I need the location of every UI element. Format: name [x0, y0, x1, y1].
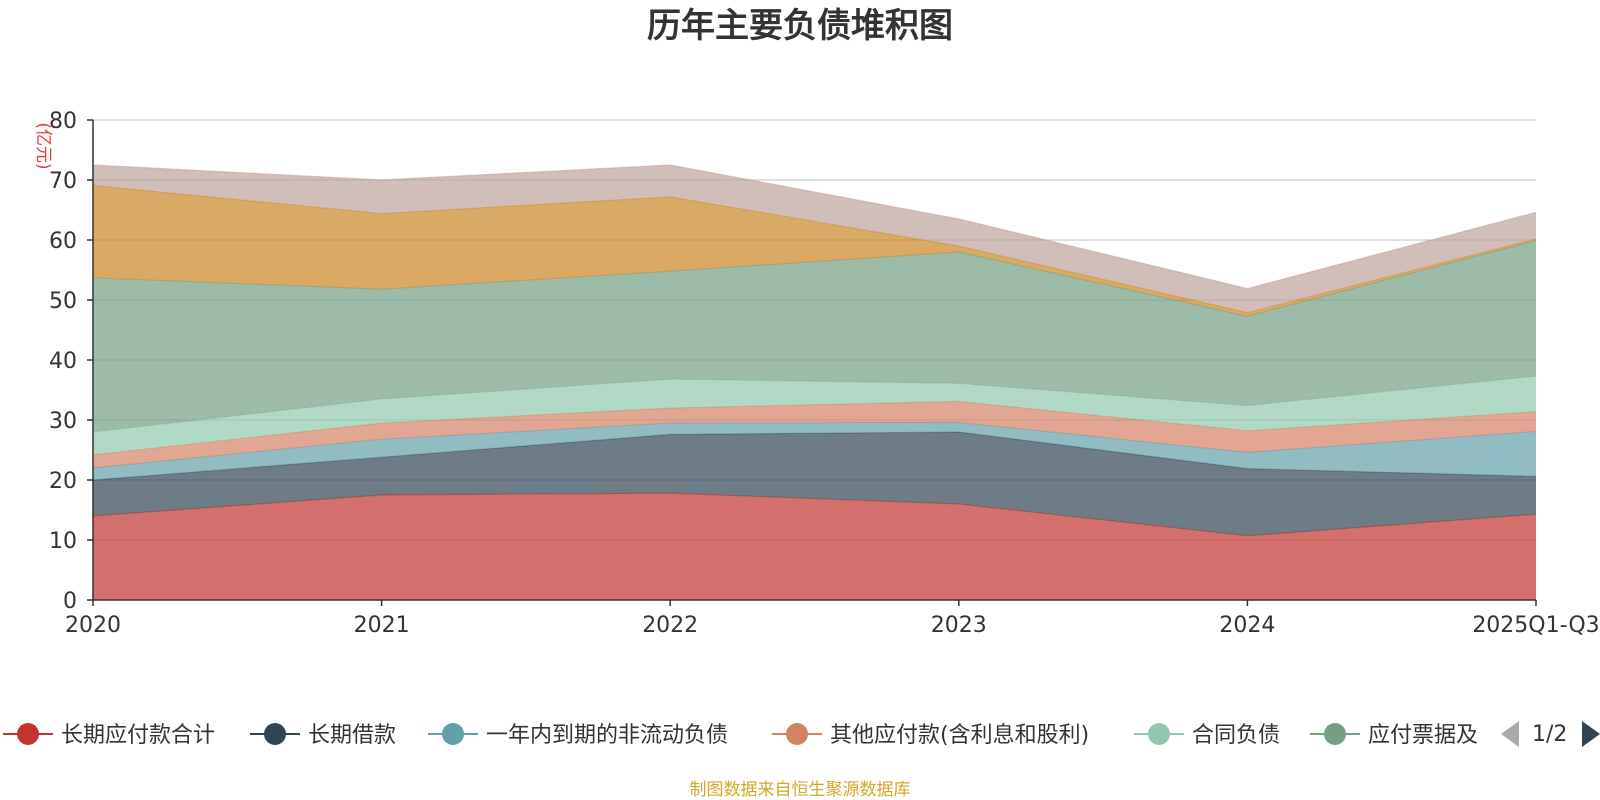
legend-label: 合同负债	[1192, 723, 1280, 748]
y-tick-label-0: 0	[63, 589, 77, 614]
legend-page-indicator: 1/2	[1532, 722, 1567, 747]
area-series-7[interactable]	[93, 165, 1536, 313]
x-tick-label-4: 2024	[1219, 613, 1275, 638]
area-series-2[interactable]	[93, 422, 1536, 480]
legend-marker-icon	[1324, 723, 1346, 745]
legend-item-4[interactable]: 合同负债	[1134, 723, 1280, 748]
y-tick-label-40: 40	[49, 349, 77, 374]
legend-item-5[interactable]: 应付票据及	[1310, 723, 1478, 748]
area-series-3[interactable]	[93, 401, 1536, 468]
x-tick-label-2: 2022	[642, 613, 698, 638]
area-series-5[interactable]	[93, 240, 1536, 432]
area-series-6[interactable]	[93, 185, 1536, 317]
data-source-note: 制图数据来自恒生聚源数据库	[690, 780, 911, 800]
y-tick-label-50: 50	[49, 289, 77, 314]
y-axis-unit-label: (亿元)	[33, 122, 53, 169]
stacked-areas	[92, 164, 1537, 600]
legend-label: 长期应付款合计	[61, 723, 215, 748]
area-series-edge-7	[92, 164, 1537, 290]
y-tick-label-70: 70	[49, 169, 77, 194]
legend-label: 应付票据及	[1368, 723, 1478, 748]
legend-marker-icon	[442, 723, 464, 745]
legend-label: 其他应付款(含利息和股利)	[830, 723, 1089, 748]
legend-prev-page-icon[interactable]	[1501, 721, 1519, 747]
y-tick-label-80: 80	[49, 109, 77, 134]
axes: 0 10 20 30 40 50 60 70 80 2020 2021 2022 2023 2024 202…	[49, 109, 1600, 638]
legend[interactable]: 长期应付款合计 长期借款 一年内到期的非流动负债 其他应付款(含利息和股利) 合同负债 应…	[3, 723, 1478, 748]
x-tick-label-5: 2025Q1-Q3	[1472, 613, 1599, 638]
legend-item-0[interactable]: 长期应付款合计	[3, 723, 215, 748]
y-tick-label-10: 10	[49, 529, 77, 554]
legend-marker-icon	[264, 723, 286, 745]
legend-label: 一年内到期的非流动负债	[486, 723, 728, 748]
y-tick-label-30: 30	[49, 409, 77, 434]
legend-label: 长期借款	[308, 723, 396, 748]
legend-item-1[interactable]: 长期借款	[250, 723, 396, 748]
x-tick-label-1: 2021	[354, 613, 410, 638]
legend-pager[interactable]: 1/2	[1501, 721, 1600, 747]
legend-next-page-icon[interactable]	[1582, 721, 1600, 747]
y-tick-label-60: 60	[49, 229, 77, 254]
legend-marker-icon	[1148, 723, 1170, 745]
y-tick-label-20: 20	[49, 469, 77, 494]
x-tick-label-0: 2020	[65, 613, 121, 638]
legend-marker-icon	[17, 723, 39, 745]
legend-marker-icon	[786, 723, 808, 745]
area-series-1[interactable]	[93, 432, 1536, 536]
chart-title: 历年主要负债堆积图	[647, 6, 953, 46]
legend-item-3[interactable]: 其他应付款(含利息和股利)	[772, 723, 1089, 748]
area-series-0[interactable]	[93, 493, 1536, 600]
x-tick-label-3: 2023	[931, 613, 987, 638]
area-series-4[interactable]	[93, 376, 1536, 455]
legend-item-2[interactable]: 一年内到期的非流动负债	[428, 723, 728, 748]
